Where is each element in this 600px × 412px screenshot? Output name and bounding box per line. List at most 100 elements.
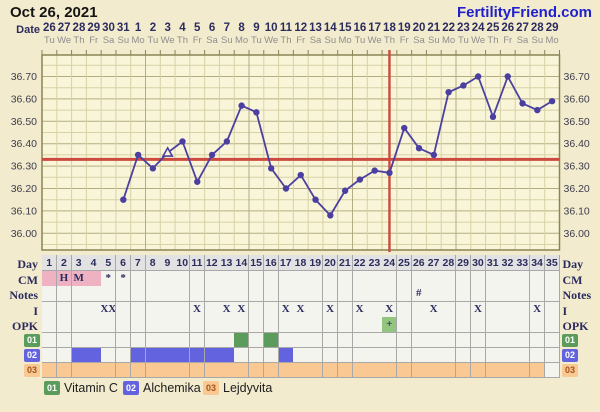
grid-cell[interactable]	[130, 286, 146, 302]
grid-cell[interactable]	[204, 286, 220, 302]
grid-cell[interactable]: 33	[515, 255, 531, 271]
grid-cell[interactable]	[337, 301, 353, 318]
grid-cell[interactable]	[160, 332, 176, 348]
grid-cell[interactable]	[456, 332, 472, 348]
grid-cell[interactable]	[382, 332, 398, 348]
grid-cell[interactable]	[278, 317, 294, 333]
temp-point-open-triangle[interactable]	[161, 146, 174, 157]
grid-cell[interactable]	[130, 317, 146, 333]
grid-cell[interactable]	[204, 301, 220, 318]
grid-cell[interactable]: X	[293, 301, 309, 318]
grid-cell[interactable]	[189, 362, 206, 378]
grid-cell[interactable]	[500, 347, 516, 363]
grid-cell[interactable]	[515, 286, 531, 302]
grid-cell[interactable]	[204, 270, 220, 287]
grid-cell[interactable]	[234, 332, 250, 348]
grid-cell[interactable]	[278, 362, 294, 378]
grid-cell[interactable]	[515, 362, 531, 378]
grid-cell[interactable]: 28	[441, 255, 457, 271]
grid-cell[interactable]: 17	[278, 255, 294, 271]
grid-cell[interactable]	[382, 286, 398, 302]
grid-cell[interactable]	[529, 347, 546, 363]
grid-cell[interactable]	[234, 362, 250, 378]
temp-point[interactable]	[223, 138, 231, 145]
grid-cell[interactable]: 34	[529, 255, 546, 271]
grid-cell[interactable]: +	[382, 317, 398, 333]
grid-cell[interactable]: X	[382, 301, 398, 318]
grid-cell[interactable]	[485, 362, 501, 378]
grid-cell[interactable]	[367, 317, 383, 333]
grid-cell[interactable]	[263, 362, 280, 378]
grid-cell[interactable]	[115, 362, 132, 378]
temp-point[interactable]	[238, 102, 245, 109]
grid-cell[interactable]	[441, 301, 457, 318]
grid-cell[interactable]	[426, 270, 442, 287]
temp-point[interactable]	[356, 176, 364, 183]
grid-cell[interactable]	[529, 362, 546, 378]
grid-cell[interactable]	[249, 362, 265, 378]
grid-cell[interactable]	[441, 286, 457, 302]
grid-cell[interactable]: 21	[337, 255, 353, 271]
grid-cell[interactable]	[485, 317, 501, 333]
grid-cell[interactable]	[352, 347, 368, 363]
grid-cell[interactable]: X	[352, 301, 368, 318]
grid-cell[interactable]	[308, 332, 324, 348]
grid-cell[interactable]	[263, 301, 280, 318]
grid-cell[interactable]	[456, 270, 472, 287]
temp-point[interactable]	[534, 106, 541, 114]
grid-cell[interactable]	[175, 270, 191, 287]
grid-cell[interactable]	[322, 347, 339, 363]
grid-cell[interactable]: 22	[352, 255, 368, 271]
grid-cell[interactable]	[56, 362, 73, 378]
temp-point[interactable]	[401, 124, 408, 132]
grid-cell[interactable]	[367, 286, 383, 302]
grid-cell[interactable]	[86, 362, 102, 378]
grid-cell[interactable]	[529, 332, 546, 348]
grid-cell[interactable]	[249, 332, 265, 348]
grid-cell[interactable]	[189, 347, 206, 363]
grid-cell[interactable]	[42, 362, 58, 378]
grid-cell[interactable]	[249, 301, 265, 318]
grid-cell[interactable]	[71, 362, 87, 378]
grid-cell[interactable]	[352, 317, 368, 333]
grid-cell[interactable]: 1	[42, 255, 58, 271]
grid-cell[interactable]	[115, 286, 132, 302]
grid-cell[interactable]	[337, 332, 353, 348]
grid-cell[interactable]	[470, 270, 487, 287]
grid-cell[interactable]	[367, 362, 383, 378]
temp-point[interactable]	[504, 73, 511, 80]
grid-cell[interactable]: 24	[382, 255, 398, 271]
grid-cell[interactable]	[115, 317, 132, 333]
grid-cell[interactable]	[234, 347, 250, 363]
grid-cell[interactable]	[337, 347, 353, 363]
grid-cell[interactable]: 29	[456, 255, 472, 271]
temp-point[interactable]	[194, 178, 201, 185]
grid-cell[interactable]	[189, 286, 206, 302]
grid-cell[interactable]	[308, 270, 324, 287]
temp-point[interactable]	[474, 73, 482, 80]
grid-cell[interactable]	[160, 347, 176, 363]
grid-cell[interactable]: 5	[101, 255, 117, 271]
grid-cell[interactable]	[382, 270, 398, 287]
grid-cell[interactable]	[71, 347, 87, 363]
grid-cell[interactable]	[456, 317, 472, 333]
grid-cell[interactable]	[101, 317, 117, 333]
grid-cell[interactable]	[367, 270, 383, 287]
grid-cell[interactable]	[352, 286, 368, 302]
grid-cell[interactable]	[234, 317, 250, 333]
grid-cell[interactable]: *	[101, 270, 117, 287]
grid-cell[interactable]	[219, 286, 235, 302]
grid-cell[interactable]	[529, 317, 546, 333]
grid-cell[interactable]: 32	[500, 255, 516, 271]
grid-cell[interactable]	[145, 286, 161, 302]
grid-cell[interactable]	[219, 347, 235, 363]
grid-cell[interactable]	[249, 347, 265, 363]
grid-cell[interactable]: X	[278, 301, 294, 318]
grid-cell[interactable]	[56, 301, 73, 318]
grid-cell[interactable]	[263, 332, 280, 348]
grid-cell[interactable]	[175, 362, 191, 378]
grid-cell[interactable]	[145, 332, 161, 348]
grid-cell[interactable]: *	[115, 270, 132, 287]
grid-cell[interactable]: X	[219, 301, 235, 318]
grid-cell[interactable]	[189, 332, 206, 348]
